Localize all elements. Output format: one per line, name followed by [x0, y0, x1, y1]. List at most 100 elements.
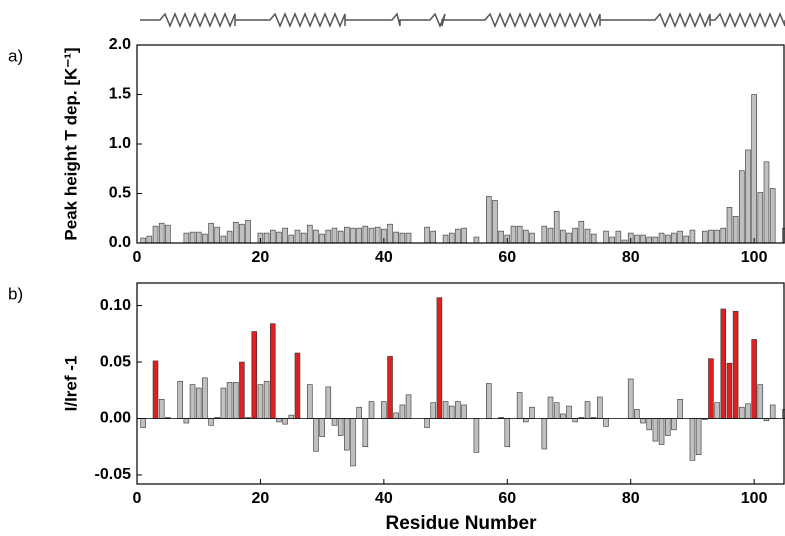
bar: [473, 236, 480, 244]
plot-frame: [136, 44, 785, 244]
bar: [732, 215, 739, 244]
bar: [239, 223, 245, 244]
bar: [448, 405, 455, 419]
y-axis-label: I/Iref -1: [61, 356, 80, 412]
bar: [529, 232, 535, 244]
bar: [362, 225, 369, 244]
bar: [356, 227, 362, 244]
bar: [374, 226, 381, 244]
bar: [313, 418, 319, 452]
bar: [140, 237, 146, 244]
bar: [189, 384, 196, 419]
bar: [257, 384, 264, 419]
bar: [337, 418, 344, 436]
bar: [658, 418, 665, 445]
secondary-structure: [140, 12, 785, 28]
bar: [683, 235, 690, 244]
bar: [344, 226, 350, 244]
bar: [220, 387, 227, 419]
bar: [393, 231, 399, 244]
plot-frame: [136, 282, 785, 485]
y-tick-label: 0.05: [100, 353, 131, 370]
bar: [325, 229, 332, 244]
bar: [720, 308, 727, 419]
x-tick-label: 80: [622, 490, 640, 507]
bar: [232, 382, 239, 419]
bar: [337, 230, 344, 244]
bar: [732, 310, 739, 419]
bar: [189, 231, 196, 244]
bar: [195, 231, 202, 244]
bar: [695, 418, 702, 455]
bar: [504, 418, 511, 448]
bar: [664, 234, 671, 244]
bar: [739, 170, 745, 244]
bar: [671, 232, 677, 244]
bar: [387, 356, 393, 419]
bar: [553, 402, 560, 419]
bar: [566, 232, 572, 244]
bar: [442, 401, 449, 419]
bar: [541, 418, 548, 450]
bar: [152, 225, 159, 244]
bar: [405, 394, 412, 419]
bar: [745, 149, 751, 244]
bar: [177, 380, 183, 419]
bar: [214, 226, 220, 244]
bar: [492, 200, 498, 244]
bar: [461, 404, 467, 419]
bar: [325, 386, 332, 419]
bar: [263, 232, 270, 244]
y-tick-label: -0.05: [95, 466, 132, 483]
bar: [572, 227, 578, 244]
bar: [529, 406, 535, 419]
panel-label: b): [8, 284, 23, 303]
bar: [615, 230, 622, 244]
bar: [183, 418, 190, 424]
bar: [350, 227, 356, 244]
bar: [486, 383, 492, 419]
bar: [708, 358, 714, 419]
bar: [288, 234, 295, 244]
bar: [584, 401, 591, 419]
x-tick-label: 20: [252, 249, 270, 266]
bar: [202, 377, 208, 419]
x-tick-label: 20: [252, 490, 270, 507]
bar: [430, 230, 436, 244]
bar: [677, 399, 683, 419]
bar: [208, 418, 214, 426]
bar: [652, 418, 659, 442]
bar: [578, 220, 585, 244]
bar: [146, 235, 153, 244]
bar: [368, 401, 375, 419]
bar: [689, 418, 696, 461]
bar: [448, 232, 455, 244]
x-tick-label: 40: [375, 490, 393, 507]
bar: [486, 196, 492, 244]
bar: [226, 230, 233, 244]
bar: [745, 403, 751, 419]
bar: [183, 232, 190, 244]
bar: [510, 225, 517, 244]
bar: [344, 418, 350, 451]
y-tick-label: 0.00: [100, 410, 131, 427]
bar: [232, 221, 239, 244]
bar: [263, 380, 270, 419]
bar: [516, 392, 523, 419]
bar: [652, 236, 659, 244]
bar: [689, 229, 696, 244]
bar: [473, 418, 480, 453]
secondary-structure-trace: [140, 12, 785, 28]
bar: [560, 413, 566, 419]
bar: [603, 230, 609, 244]
bar: [714, 229, 720, 244]
bar: [560, 229, 566, 244]
bar: [572, 418, 578, 423]
bar: [140, 418, 146, 428]
x-axis-label: Residue Number: [386, 513, 538, 534]
bar: [270, 323, 276, 419]
bar: [461, 227, 467, 244]
bar: [356, 406, 362, 419]
bar: [294, 229, 301, 244]
bar: [195, 387, 202, 419]
